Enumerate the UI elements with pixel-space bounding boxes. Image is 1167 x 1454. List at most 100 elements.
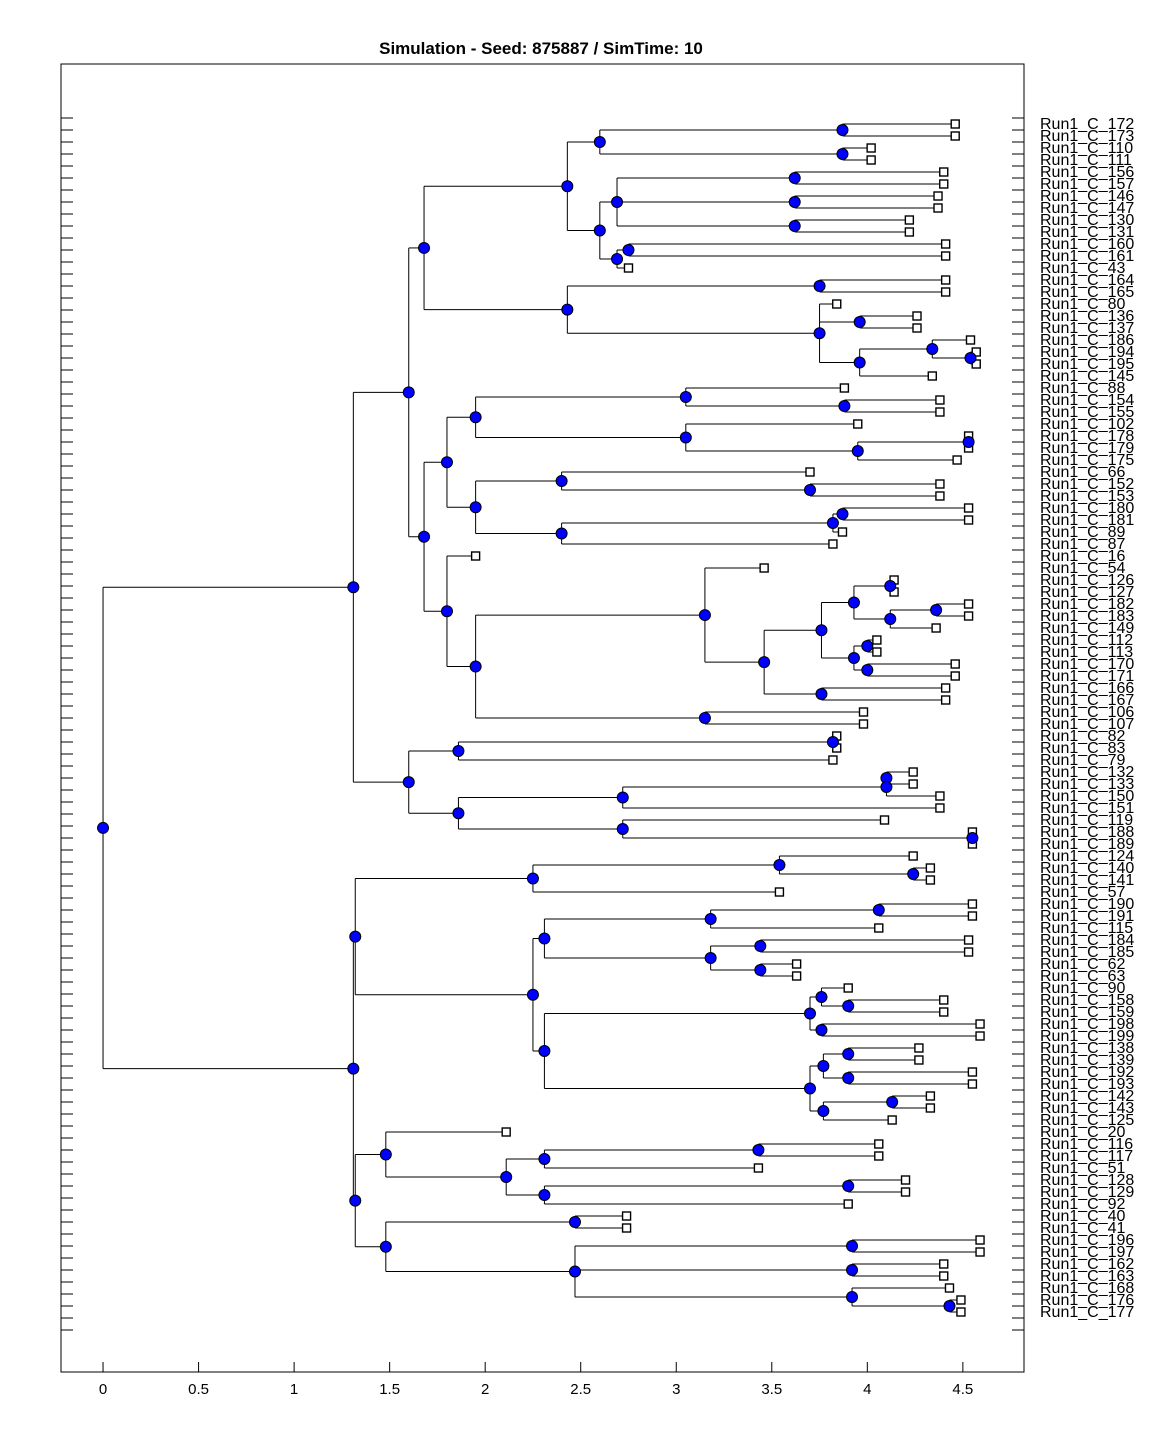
leaf-label: Run1_C_162 [1040, 1256, 1134, 1273]
leaf-marker [940, 275, 951, 285]
leaf-label: Run1_C_41 [1040, 1220, 1126, 1237]
leaf-marker [791, 959, 802, 969]
leaf-label: Run1_C_159 [1040, 1004, 1134, 1021]
leaf-label: Run1_C_139 [1040, 1052, 1134, 1069]
leaf-marker [805, 467, 815, 477]
leaf-marker [967, 899, 978, 909]
leaf-label: Run1_C_157 [1040, 176, 1134, 193]
leaf-label: Run1_C_154 [1040, 392, 1134, 409]
internal-node [704, 952, 717, 964]
leaf-marker [874, 1139, 884, 1149]
internal-node [846, 1264, 859, 1276]
leaf-marker [971, 359, 981, 369]
leaf-marker [887, 1115, 897, 1125]
leaf-marker [935, 407, 945, 417]
leaf-marker [839, 383, 850, 393]
internal-node [813, 327, 826, 340]
leaf-label: Run1_C_111 [1040, 152, 1132, 169]
leaf-label: Run1_C_153 [1040, 488, 1134, 505]
internal-node [469, 501, 482, 514]
internal-node [846, 1291, 859, 1303]
leaf-marker [940, 695, 951, 705]
leaf-label: Run1_C_113 [1040, 644, 1133, 661]
internal-node-markers [97, 124, 979, 1312]
leaf-label: Run1_C_133 [1040, 776, 1134, 793]
leaf-label: Run1_C_198 [1040, 1016, 1134, 1033]
internal-node [943, 1300, 956, 1312]
leaf-marker [971, 347, 981, 357]
leaf-label: Run1_C_191 [1040, 908, 1134, 925]
leaf-marker [753, 1163, 764, 1173]
leaf-marker [931, 623, 941, 633]
internal-node [379, 1148, 392, 1161]
internal-node [500, 1171, 513, 1183]
leaf-label: Run1_C_87 [1040, 536, 1126, 553]
internal-node [836, 508, 849, 520]
leaf-label: Run1_C_199 [1040, 1028, 1134, 1045]
leaf-marker [621, 1211, 632, 1221]
internal-node [752, 1144, 765, 1156]
leaf-label: Run1_C_168 [1040, 1280, 1134, 1297]
leaf-marker [963, 503, 974, 513]
leaf-marker [963, 935, 974, 945]
internal-node [853, 316, 866, 328]
leaf-label: Run1_C_179 [1040, 440, 1134, 457]
internal-node [846, 1240, 859, 1252]
leaf-marker [935, 491, 945, 501]
leaf-label: Run1_C_141 [1040, 872, 1134, 889]
leaf-marker [939, 995, 949, 1005]
leaf-marker [935, 803, 945, 813]
x-tick-label: 4 [863, 1381, 871, 1398]
internal-node [526, 872, 539, 885]
leaf-marker [939, 167, 949, 177]
internal-node [817, 1105, 830, 1117]
leaf-marker [963, 599, 974, 609]
leaf-label: Run1_C_143 [1040, 1100, 1134, 1117]
internal-node [962, 436, 975, 448]
internal-node [815, 1024, 828, 1036]
leaf-label: Run1_C_88 [1040, 380, 1126, 397]
leaf-label: Run1_C_182 [1040, 596, 1134, 613]
leaf-marker [925, 1103, 936, 1113]
leaf-marker [872, 647, 882, 657]
chart-title: Simulation - Seed: 875887 / SimTime: 10 [379, 39, 703, 58]
internal-node [754, 940, 767, 952]
internal-node [555, 475, 568, 487]
leaf-label: Run1_C_140 [1040, 860, 1134, 877]
internal-node [611, 253, 624, 265]
leaf-marker [879, 815, 890, 825]
internal-node [758, 656, 771, 669]
leaf-label: Run1_C_173 [1040, 128, 1134, 145]
leaf-label: Run1_C_40 [1040, 1208, 1126, 1225]
internal-node [886, 1096, 899, 1108]
leaf-marker [874, 923, 884, 933]
leaf-marker [927, 371, 937, 381]
leaf-marker [470, 551, 481, 561]
internal-node [813, 280, 826, 292]
leaf-marker [975, 1031, 985, 1041]
leaf-label: Run1_C_57 [1040, 884, 1126, 901]
leaf-marker [950, 119, 960, 129]
leaf-label: Run1_C_167 [1040, 692, 1134, 709]
leaf-marker [939, 1259, 949, 1269]
leaf-marker [866, 155, 876, 165]
leaf-marker [908, 767, 918, 777]
internal-node [698, 712, 711, 724]
leaf-marker [950, 671, 960, 681]
leaf-label: Run1_C_147 [1040, 200, 1134, 217]
internal-node [872, 904, 885, 916]
internal-node [861, 664, 874, 676]
internal-node [815, 688, 828, 700]
leaf-label: Run1_C_194 [1040, 344, 1134, 361]
x-tick-label: 0 [99, 1381, 107, 1398]
leaf-label: Run1_C_158 [1040, 992, 1134, 1009]
leaf-label: Run1_C_165 [1040, 284, 1134, 301]
leaf-marker [832, 299, 842, 309]
leaf-marker [843, 983, 853, 993]
leaf-marker [828, 539, 838, 549]
leaf-label: Run1_C_161 [1040, 248, 1134, 265]
leaf-label: Run1_C_89 [1040, 524, 1126, 541]
leaf-label: Run1_C_124 [1040, 848, 1134, 865]
leaf-label: Run1_C_136 [1040, 308, 1134, 325]
leaf-marker [843, 1199, 853, 1209]
